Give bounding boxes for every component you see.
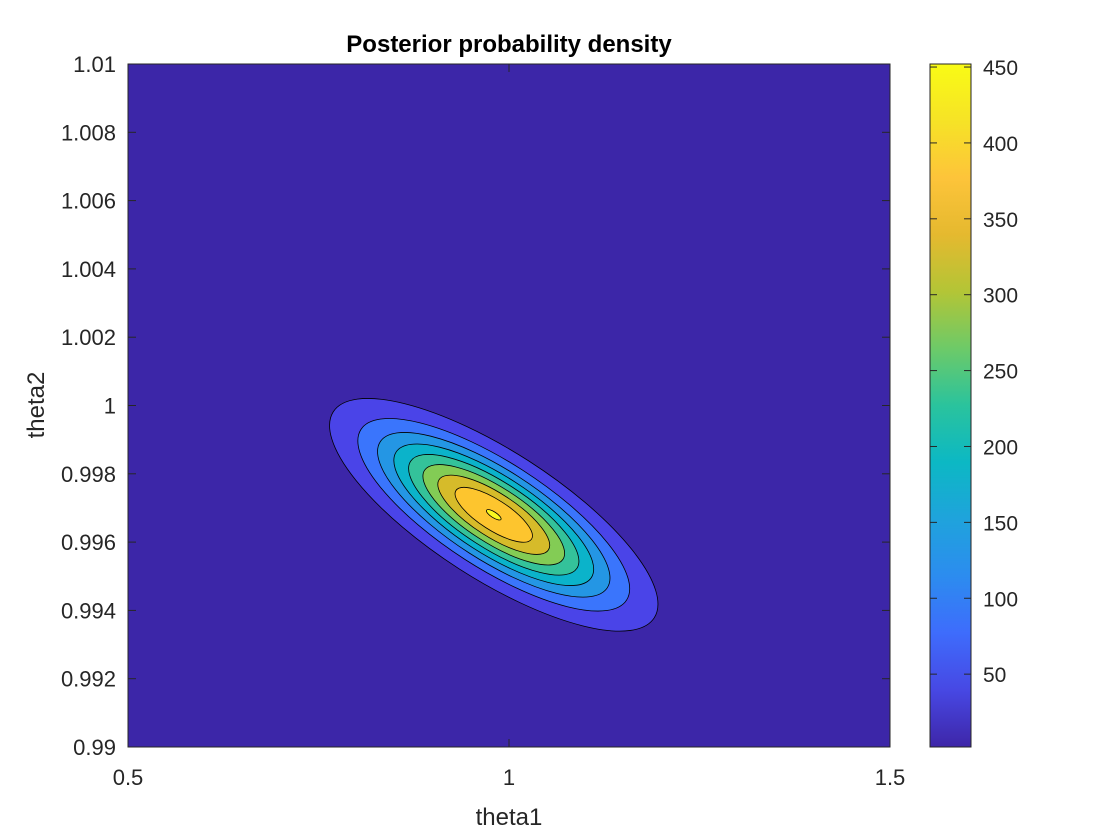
colorbar bbox=[929, 63, 972, 748]
y-tick-label: 1.004 bbox=[61, 257, 116, 282]
colorbar-tick-label: 250 bbox=[983, 361, 1018, 384]
y-axis-label: theta2 bbox=[23, 372, 50, 439]
x-tick-label: 0.5 bbox=[113, 765, 144, 790]
colorbar-ticks: 50 100 150 200 250 300 350 400 450 bbox=[930, 57, 1018, 687]
y-tick-label: 0.99 bbox=[73, 735, 116, 760]
contour-level-450 bbox=[485, 509, 502, 521]
y-tick-label: 0.994 bbox=[61, 598, 116, 623]
x-axis-label: theta1 bbox=[476, 804, 543, 831]
x-tick-label: 1 bbox=[503, 765, 515, 790]
colorbar-tick-label: 200 bbox=[983, 436, 1018, 459]
y-tick-label: 1.008 bbox=[61, 120, 116, 145]
y-tick-label: 0.996 bbox=[61, 530, 116, 555]
axis-ticks: 0.5 1 1.5 0.99 0.992 0.994 0.996 0.998 1 1.002 1.0… bbox=[61, 52, 905, 790]
colorbar-tick-label: 100 bbox=[983, 588, 1018, 611]
y-tick-label: 0.998 bbox=[61, 462, 116, 487]
x-tick-label: 1.5 bbox=[875, 765, 906, 790]
colorbar-tick-label: 300 bbox=[983, 285, 1018, 308]
chart-title: Posterior probability density bbox=[346, 31, 672, 58]
y-tick-label: 1.002 bbox=[61, 325, 116, 350]
y-tick-label: 1.006 bbox=[61, 189, 116, 214]
colorbar-tick-label: 450 bbox=[983, 57, 1018, 80]
colorbar-tick-label: 350 bbox=[983, 209, 1018, 232]
y-tick-label: 1.01 bbox=[73, 52, 116, 77]
y-tick-label: 0.992 bbox=[61, 667, 116, 692]
colorbar-tick-label: 400 bbox=[983, 133, 1018, 156]
colorbar-tick-label: 50 bbox=[983, 664, 1006, 687]
colorbar-tick-label: 150 bbox=[983, 512, 1018, 535]
plot-background bbox=[128, 64, 890, 747]
y-tick-label: 1 bbox=[104, 394, 116, 419]
contour-fills bbox=[329, 398, 659, 632]
